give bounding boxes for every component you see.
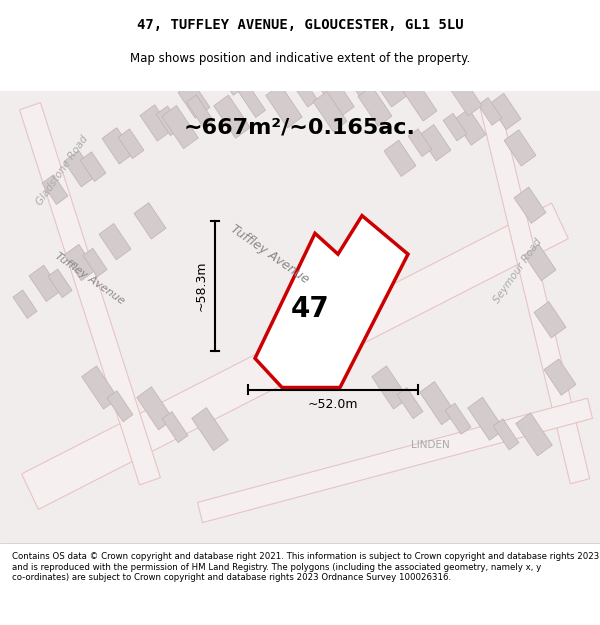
Polygon shape — [80, 152, 106, 181]
Text: Tuffley Avenue: Tuffley Avenue — [53, 251, 127, 306]
Polygon shape — [107, 391, 133, 422]
Polygon shape — [99, 224, 131, 260]
Text: Gladstone Road: Gladstone Road — [34, 134, 90, 208]
Polygon shape — [443, 113, 467, 141]
Text: LINDEN: LINDEN — [410, 440, 449, 450]
Polygon shape — [468, 397, 504, 441]
Polygon shape — [534, 302, 566, 338]
Polygon shape — [118, 129, 144, 159]
Polygon shape — [238, 84, 266, 118]
Text: 47, TUFFLEY AVENUE, GLOUCESTER, GL1 5LU: 47, TUFFLEY AVENUE, GLOUCESTER, GL1 5LU — [137, 18, 463, 32]
Polygon shape — [524, 244, 556, 281]
Polygon shape — [370, 64, 406, 107]
Polygon shape — [480, 104, 590, 484]
Polygon shape — [290, 74, 317, 107]
Polygon shape — [137, 387, 173, 430]
Polygon shape — [214, 95, 250, 138]
Polygon shape — [343, 64, 370, 97]
Polygon shape — [493, 419, 519, 450]
Polygon shape — [64, 244, 96, 281]
Polygon shape — [216, 59, 248, 95]
Polygon shape — [358, 86, 392, 126]
Polygon shape — [544, 359, 576, 395]
Polygon shape — [178, 82, 210, 118]
Polygon shape — [13, 290, 37, 318]
Polygon shape — [318, 74, 354, 118]
Polygon shape — [478, 98, 502, 125]
Polygon shape — [489, 93, 521, 129]
Polygon shape — [408, 129, 432, 156]
Polygon shape — [372, 366, 408, 409]
Polygon shape — [29, 265, 61, 301]
Polygon shape — [42, 175, 68, 204]
Text: Map shows position and indicative extent of the property.: Map shows position and indicative extent… — [130, 52, 470, 66]
Text: ~58.3m: ~58.3m — [194, 261, 208, 311]
Polygon shape — [419, 124, 451, 161]
Polygon shape — [162, 411, 188, 442]
Polygon shape — [514, 187, 546, 223]
Polygon shape — [420, 381, 456, 425]
Polygon shape — [48, 269, 72, 298]
Text: Contains OS data © Crown copyright and database right 2021. This information is : Contains OS data © Crown copyright and d… — [12, 552, 599, 582]
Polygon shape — [64, 151, 96, 187]
Polygon shape — [187, 95, 214, 128]
Polygon shape — [445, 403, 471, 434]
Text: 47: 47 — [290, 296, 329, 323]
Polygon shape — [134, 202, 166, 239]
Polygon shape — [140, 105, 172, 141]
Polygon shape — [197, 398, 592, 522]
Polygon shape — [504, 130, 536, 166]
Polygon shape — [313, 91, 347, 131]
Text: Seymour Road: Seymour Road — [492, 237, 544, 305]
Polygon shape — [384, 140, 416, 176]
Polygon shape — [83, 248, 107, 277]
Polygon shape — [102, 127, 134, 164]
Text: Tuffley Avenue: Tuffley Avenue — [228, 222, 312, 286]
Polygon shape — [82, 366, 118, 409]
Polygon shape — [454, 109, 486, 145]
Polygon shape — [156, 106, 182, 136]
Polygon shape — [255, 216, 408, 388]
Text: ~667m²/~0.165ac.: ~667m²/~0.165ac. — [184, 117, 416, 137]
Polygon shape — [266, 84, 302, 128]
Text: ~52.0m: ~52.0m — [308, 398, 358, 411]
Polygon shape — [162, 106, 198, 149]
Polygon shape — [20, 102, 160, 485]
Polygon shape — [403, 81, 437, 121]
Polygon shape — [397, 388, 423, 419]
Polygon shape — [448, 76, 482, 116]
Polygon shape — [192, 408, 228, 451]
Polygon shape — [516, 412, 552, 456]
Polygon shape — [22, 203, 568, 509]
